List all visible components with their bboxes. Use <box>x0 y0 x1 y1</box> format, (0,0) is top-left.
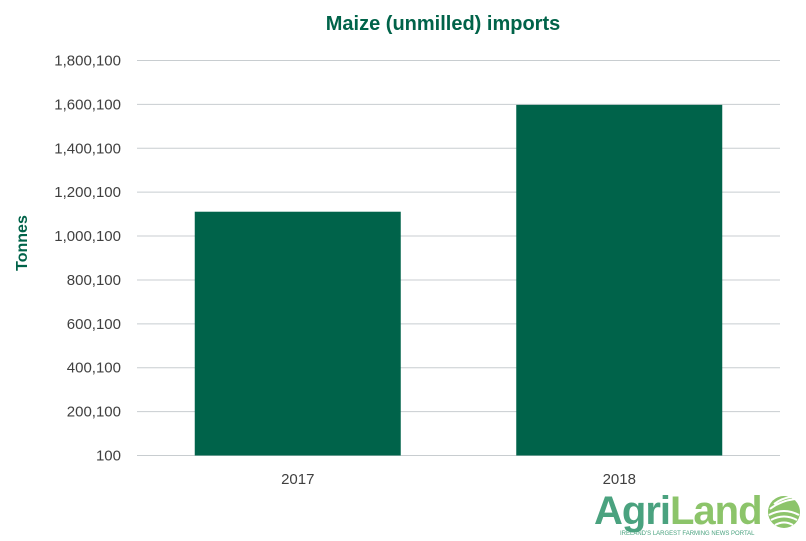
y-tick-label: 1,600,100 <box>54 96 121 113</box>
x-tick-label: 2017 <box>281 471 314 488</box>
x-tick-label: 2018 <box>603 471 636 488</box>
bar-2018 <box>516 104 723 456</box>
y-tick-label: 800,100 <box>67 272 121 289</box>
y-tick-label: 1,800,100 <box>54 53 121 70</box>
logo-part2: Land <box>670 489 763 533</box>
y-tick-label: 1,200,100 <box>54 184 121 201</box>
y-axis-label: Tonnes <box>14 215 31 271</box>
y-tick-label: 1,400,100 <box>54 140 121 157</box>
y-tick-label: 1,000,100 <box>54 228 121 245</box>
y-tick-label: 600,100 <box>67 316 121 333</box>
field-globe-icon <box>768 496 800 528</box>
chart-title: Maize (unmilled) imports <box>326 13 560 35</box>
y-tick-label: 400,100 <box>67 360 121 377</box>
y-tick-label: 100 <box>96 448 121 465</box>
bar-2017 <box>194 211 401 456</box>
logo-wordmark: AgriLand <box>594 491 763 531</box>
y-tick-label: 200,100 <box>67 404 121 421</box>
agriland-logo: AgriLand IRELAND'S LARGEST FARMING NEWS … <box>594 491 804 540</box>
logo-part1: Agri <box>594 489 671 533</box>
logo-tagline: IRELAND'S LARGEST FARMING NEWS PORTAL <box>620 531 755 537</box>
